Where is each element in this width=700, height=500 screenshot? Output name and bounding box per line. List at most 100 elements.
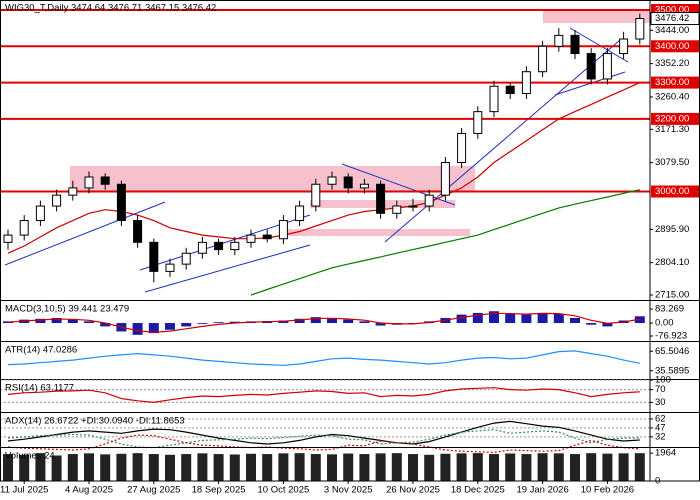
indicator-bar [391,453,402,481]
zone [543,11,650,23]
candle-body [311,183,321,207]
indicator-bar [489,311,499,324]
indicator-bar [197,453,208,481]
indicator-bar [375,453,386,481]
level-label: 3300.00 [655,77,689,88]
indicator-bar [521,314,532,324]
indicator-bar [213,322,224,324]
candle-body [295,205,305,222]
indicator-bar [132,323,143,335]
y-tick-label: 35.5895 [655,365,689,376]
panel-title: RSI(14) 63.1177 [5,383,74,394]
candle-body [521,71,531,94]
candle-body [133,220,143,243]
trendline [4,201,166,266]
level-label: 3500.00 [655,4,689,15]
indicator-bar [3,454,13,481]
plot: 3444.00 3352.20 3260.40 3171.30 3079.50 2895.… [0,3,700,496]
indicator-bar [213,454,224,481]
candle-body [376,183,386,214]
indicator-bar [278,453,289,481]
indicator-bar [537,312,548,324]
candle-body [554,34,564,47]
y-tick-label: 2715.00 [655,290,689,301]
y-tick-label: 30 [655,397,666,408]
zone [70,166,475,191]
x-tick-label: 27 Aug 2025 [127,485,180,496]
indicator-line [7,82,641,254]
candle-body [424,194,434,207]
indicator-bar [456,314,467,324]
y-tick-label: 0.00 [655,318,674,329]
candle-body [505,85,515,94]
y-tick-label: 3171.30 [655,124,689,135]
indicator-bar [229,321,240,324]
candle-body [473,111,483,134]
indicator-bar [148,454,159,481]
indicator-bar [229,454,240,481]
candle-body [230,241,240,251]
level-label: 3200.00 [655,113,689,124]
y-tick-label: 1964 [655,448,676,459]
x-tick-label: 3 Nov 2025 [324,485,373,496]
x-tick-label: 10 Oct 2025 [258,485,310,496]
indicator-bar [602,323,613,327]
indicator-bar [35,318,46,324]
candle-body [35,205,45,222]
indicator-bar [165,323,175,330]
candle-body [457,132,467,163]
indicator-bar [116,453,127,481]
indicator-bar [294,318,305,324]
y-tick-label: 3444.00 [655,25,689,36]
candle-body [602,53,612,80]
trendline [569,27,629,63]
panel-title: ADX(14) 26.6722 +DI:30.0940 -DI:11.8653 [5,416,185,427]
indicator-bar [343,319,354,324]
candle-body [52,194,62,207]
indicator-bar [67,319,78,324]
candle-body [68,187,78,196]
x-tick-label: 11 Jul 2025 [0,485,48,496]
candle-body [84,176,94,189]
trendline [384,39,621,243]
indicator-bar [262,454,273,481]
y-tick-label: 100 [655,375,671,386]
y-tick-label: 3260.40 [655,91,689,102]
candle-body [408,205,418,208]
y-tick-label: 65.5046 [655,346,689,357]
indicator-line [250,189,640,296]
indicator-bar [505,453,516,481]
level-label-box [651,76,699,89]
indicator-bar [84,453,94,481]
indicator-bar [586,453,597,481]
indicator-line [7,312,640,333]
x-tick-label: 18 Sep 2025 [192,485,246,496]
level-label-box [651,185,699,198]
indicator-bar [472,312,483,324]
indicator-bar [408,454,418,481]
indicator-bar [100,323,111,327]
indicator-bar [51,455,62,481]
panel-title: Volumes 24 [5,451,55,462]
trendline [144,244,311,293]
indicator-bar [327,454,337,481]
indicator-bar [570,454,580,481]
indicator-bar [165,454,175,481]
y-tick-label: 70 [655,384,666,395]
indicator-bar [424,454,435,481]
indicator-bar [148,323,159,334]
candle-body [392,205,402,214]
zone [280,229,470,236]
candle-body [440,161,450,196]
level-label-box [651,112,699,125]
last-price-label: 3476.42 [655,13,689,24]
indicator-bar [570,317,580,324]
y-tick-label: 3352.20 [655,58,689,69]
indicator-bar [634,453,645,481]
indicator-bar [181,454,192,481]
indicator-line [7,420,640,445]
candle-body [246,234,256,243]
candle-body [489,85,499,113]
indicator-bar [553,453,564,481]
